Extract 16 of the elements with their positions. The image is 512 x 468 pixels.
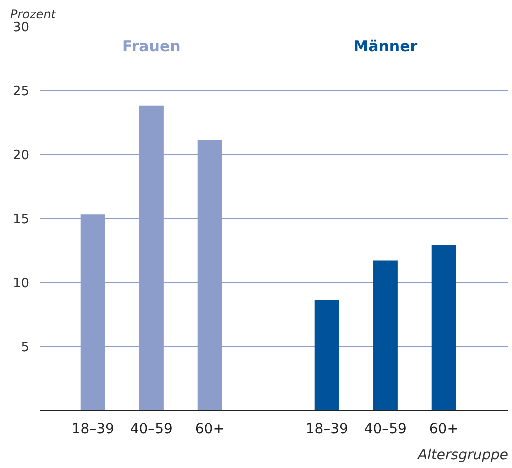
y-tick-label: 15: [12, 212, 30, 228]
y-tick-label: 10: [12, 276, 30, 292]
text: Frauen: [122, 38, 181, 56]
x-tick-label: 40–59: [364, 422, 407, 438]
x-tick-label: 18–39: [306, 422, 348, 438]
x-tick-label: 40–59: [130, 422, 173, 438]
y-axis-title: Prozent: [10, 8, 58, 22]
y-tick-label: 25: [12, 84, 30, 100]
y-tick-label: 20: [12, 148, 30, 164]
text: Männer: [354, 38, 418, 56]
y-tick-label: 5: [21, 340, 30, 356]
x-tick-label: 18–39: [72, 422, 114, 438]
y-tick-label: 30: [12, 20, 30, 36]
x-axis-title: Altersgruppe: [416, 448, 509, 464]
x-tick-label: 60+: [429, 422, 459, 438]
x-tick-label: 60+: [195, 422, 225, 438]
